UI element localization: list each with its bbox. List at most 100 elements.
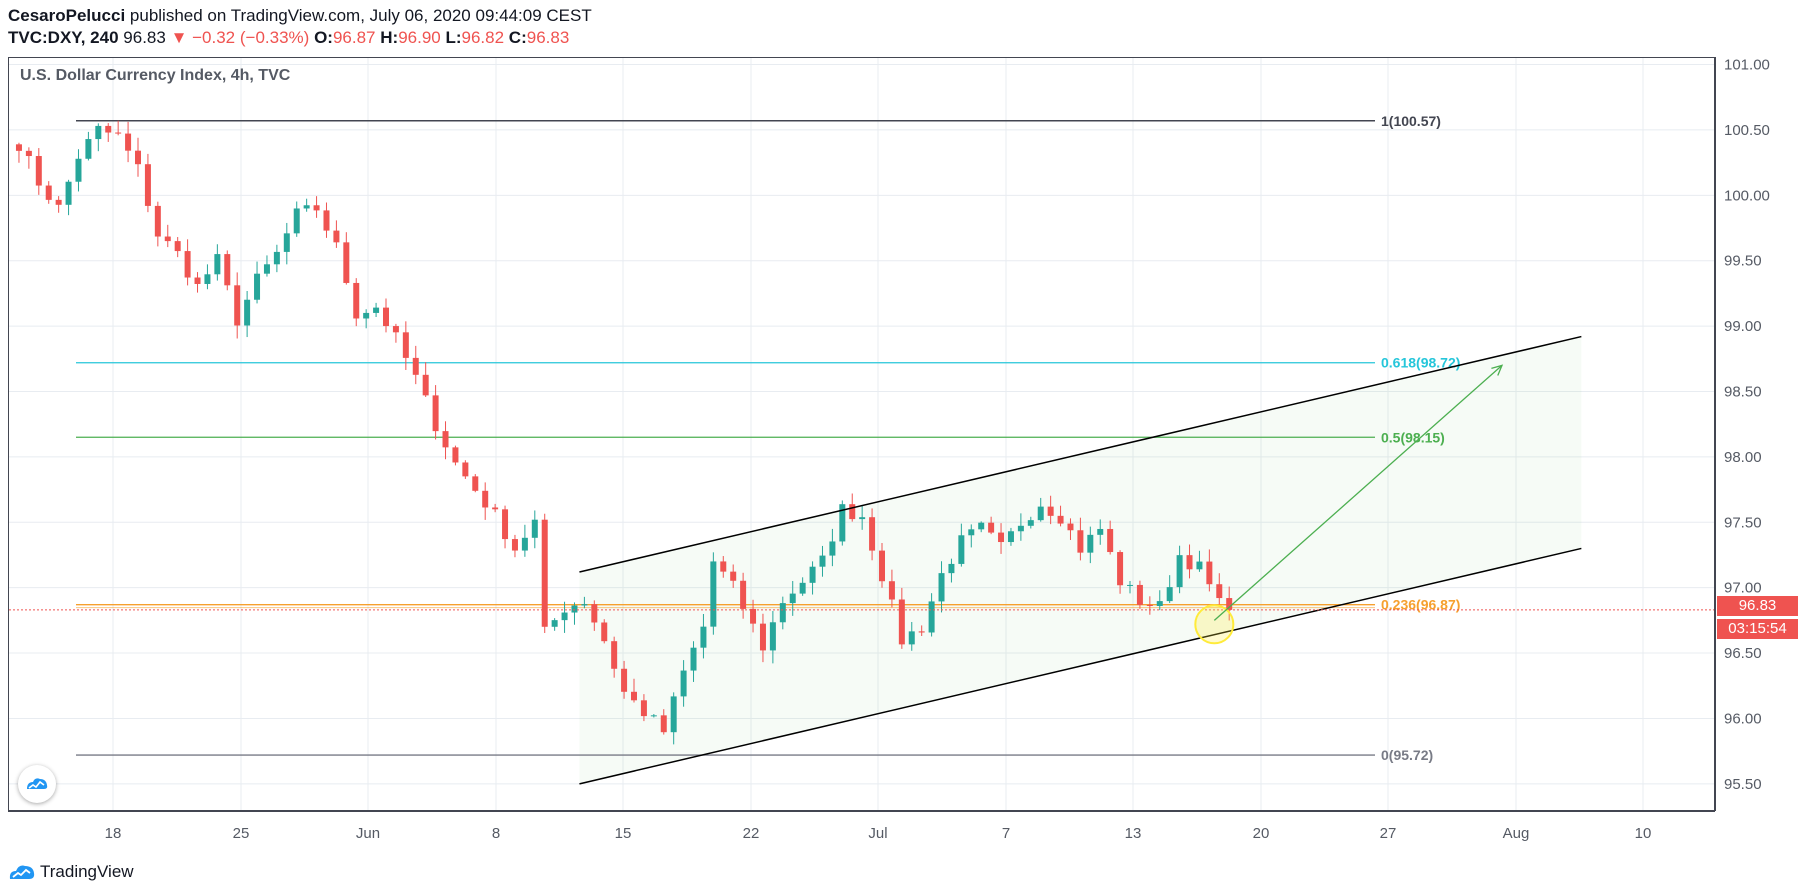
candle-body [402, 332, 409, 358]
candle-body [551, 620, 558, 627]
fib-level-label: 0.5(98.15) [1381, 429, 1445, 445]
candle-body [700, 626, 707, 648]
channel-lower-line [579, 547, 1582, 785]
x-tick-label: 18 [105, 825, 122, 842]
symbol-info: TVC:DXY, 240 96.83 ▼ −0.32 (−0.33%) O:96… [8, 28, 569, 48]
candle-body [1176, 555, 1183, 588]
candle-body [829, 541, 836, 556]
candle-body [244, 299, 251, 326]
fib-level-label: 1(100.57) [1381, 113, 1441, 129]
high-label: H: [380, 28, 399, 47]
candle-body [313, 205, 320, 211]
candle-body [571, 605, 578, 613]
candle-body [432, 395, 439, 432]
x-tick-label: 10 [1635, 825, 1652, 842]
publish-info: CesaroPelucci published on TradingView.c… [8, 6, 592, 26]
candle-body [105, 125, 112, 133]
candle-body [392, 326, 399, 333]
candle-body [1107, 528, 1114, 553]
candle-body [531, 519, 538, 538]
candle-body [1087, 534, 1094, 553]
candle-body [283, 233, 290, 252]
candle-body [541, 519, 548, 627]
time-axis-separator [8, 811, 1715, 812]
current-price-tag: 96.83 [1717, 596, 1798, 616]
candle-body [502, 509, 509, 540]
y-tick-label: 100.00 [1724, 187, 1770, 204]
candle-body [184, 251, 191, 278]
tradingview-cloud-icon [9, 865, 35, 879]
candle-body [65, 181, 72, 205]
candle-body [918, 631, 925, 633]
candle-body [85, 139, 92, 159]
candle-body [412, 357, 419, 375]
candle-body [730, 571, 737, 581]
y-tick-label: 100.50 [1724, 122, 1770, 139]
candle-body [710, 561, 717, 627]
candle-body [809, 566, 816, 583]
candle-body [968, 529, 975, 536]
x-tick-label: Aug [1503, 825, 1530, 842]
candle-body [1216, 584, 1223, 599]
candle-body [511, 539, 518, 551]
candle-body [1077, 530, 1084, 553]
candle-body [492, 507, 499, 510]
close-label: C: [508, 28, 527, 47]
y-tick-label: 98.50 [1724, 383, 1762, 400]
candle-body [908, 631, 915, 645]
footer-brand[interactable]: TradingView [8, 862, 134, 882]
candle-body [293, 208, 300, 234]
candle-body [611, 641, 618, 669]
candle-body [303, 205, 310, 209]
down-arrow-icon: ▼ [170, 28, 188, 47]
y-tick-label: 99.50 [1724, 253, 1762, 270]
fib-level-label: 0.618(98.72) [1381, 355, 1460, 371]
tradingview-logo-button[interactable] [18, 765, 56, 803]
candle-body [353, 282, 360, 319]
candle-body [1127, 584, 1133, 586]
candle-body [1047, 506, 1054, 516]
highlight-circle [1194, 604, 1235, 645]
candle-body [1117, 552, 1124, 586]
candle-body [750, 608, 757, 624]
candle-body [194, 277, 201, 284]
candle-body [591, 604, 598, 623]
candle-body [363, 312, 370, 319]
candle-body [759, 623, 766, 651]
candle-body [1206, 561, 1213, 585]
candle-body [135, 150, 141, 165]
countdown-tag: 03:15:54 [1717, 619, 1798, 639]
candle-body [869, 517, 876, 551]
y-tick-label: 97.50 [1724, 514, 1762, 531]
candle-body [154, 205, 161, 237]
y-tick-label: 101.00 [1724, 57, 1770, 74]
x-tick-label: 13 [1125, 825, 1142, 842]
candle-body [789, 593, 796, 604]
candle-body [521, 537, 528, 551]
candle-body [333, 230, 340, 243]
y-tick-label: 99.00 [1724, 318, 1762, 335]
footer-brand-text: TradingView [40, 862, 134, 881]
candle-body [55, 199, 62, 205]
high-value: 96.90 [398, 28, 441, 47]
candle-body [224, 254, 231, 286]
x-tick-label: 20 [1253, 825, 1270, 842]
candle-body [1067, 523, 1074, 531]
candle-body [1196, 561, 1203, 570]
candle-body [720, 561, 727, 572]
candle-body [144, 164, 151, 206]
candle-body [273, 251, 280, 265]
candle-body [621, 668, 628, 692]
candle-body [204, 274, 211, 284]
price-change: −0.32 (−0.33%) [192, 28, 310, 47]
candle-body [462, 462, 469, 477]
candle-body [214, 254, 221, 275]
candle-body [422, 374, 429, 396]
author-name[interactable]: CesaroPelucci [8, 6, 126, 25]
candle-body [35, 156, 42, 186]
candle-body [690, 647, 697, 671]
candle-body [740, 580, 747, 609]
candle-body [1027, 520, 1034, 526]
chart-frame [8, 57, 1715, 811]
